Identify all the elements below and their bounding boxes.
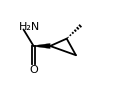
Text: O: O	[29, 65, 38, 75]
Polygon shape	[33, 43, 50, 49]
Text: H₂N: H₂N	[19, 22, 40, 32]
